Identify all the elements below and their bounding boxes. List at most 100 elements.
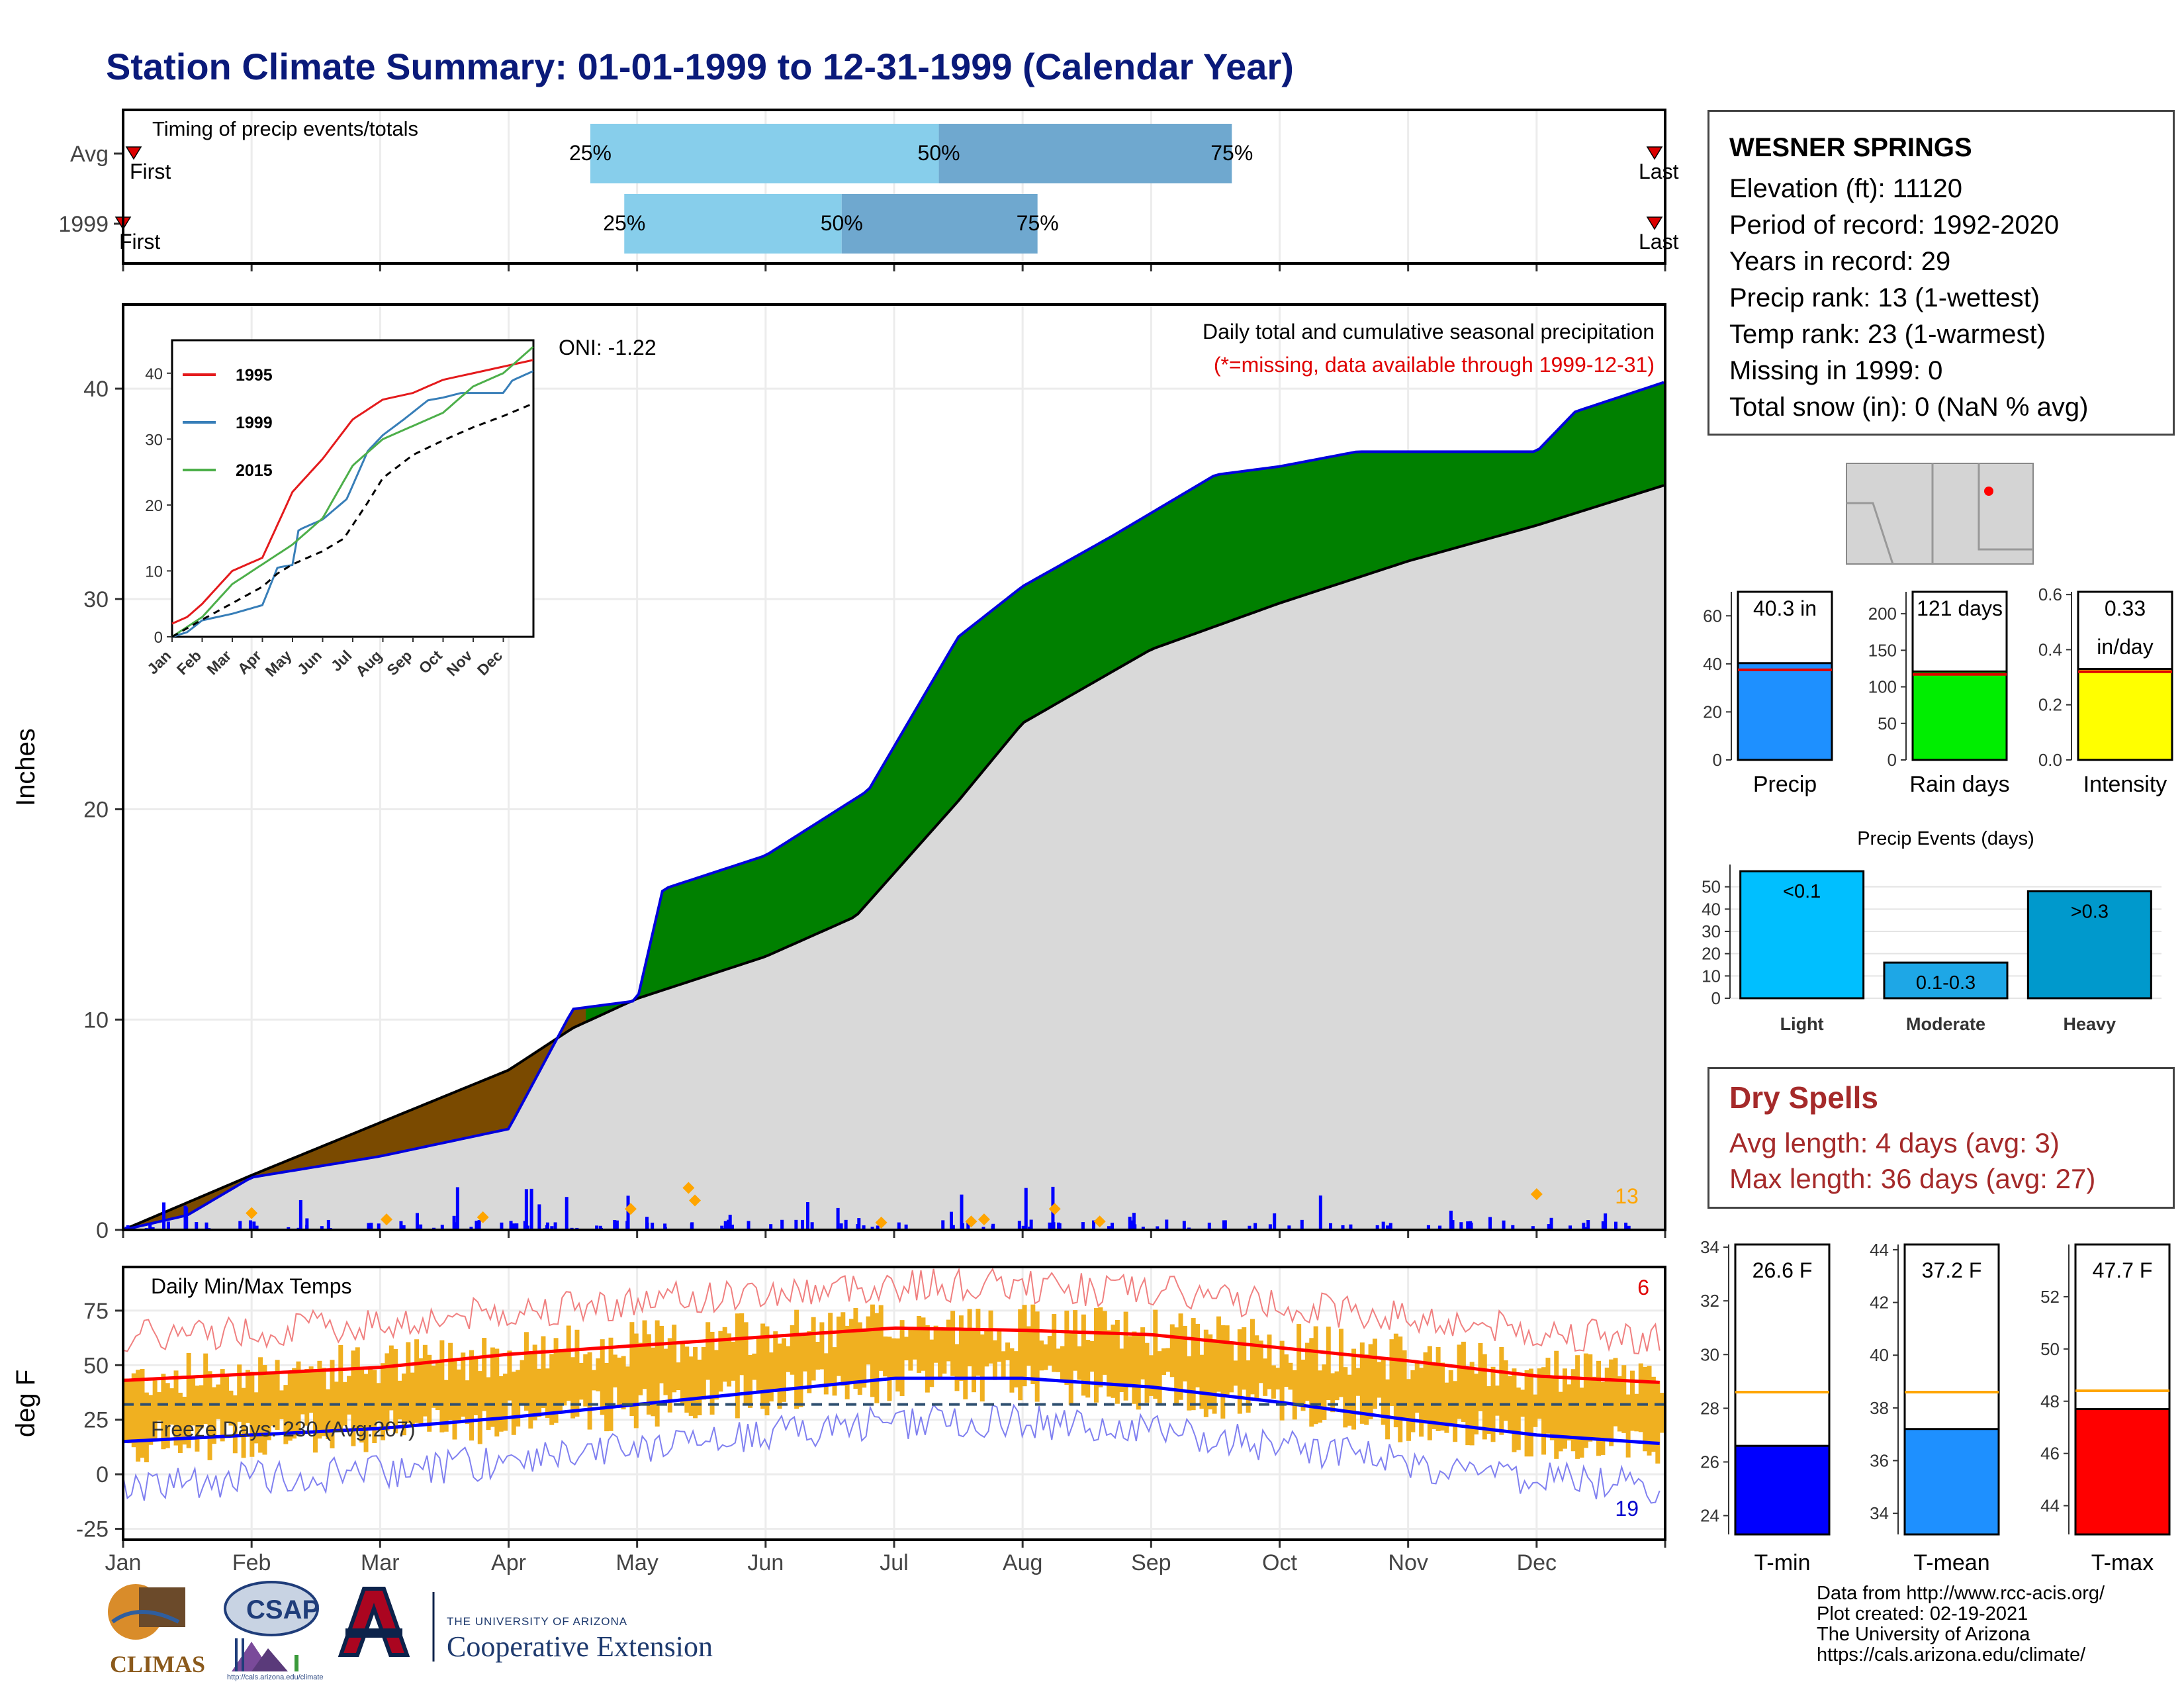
daily-temp-bar: [1494, 1385, 1500, 1416]
daily-temp-bar: [191, 1378, 196, 1426]
daily-temp-bar: [608, 1337, 614, 1431]
daily-temp-bar: [385, 1353, 390, 1431]
daily-precip-bar: [166, 1221, 170, 1230]
daily-temp-bar: [697, 1360, 702, 1416]
month-tick-label: Oct: [1262, 1550, 1297, 1575]
daily-temp-bar: [862, 1328, 867, 1388]
station-precip-rank: Precip rank: 13 (1-wettest): [1729, 283, 2040, 312]
daily-temp-bar: [1617, 1376, 1622, 1432]
daily-temp-bar: [245, 1370, 250, 1423]
daily-temp-bar: [355, 1347, 360, 1429]
daily-precip-bar: [1268, 1224, 1272, 1230]
daily-temp-bar: [520, 1360, 525, 1405]
daily-temp-bar: [376, 1383, 381, 1421]
daily-temp-bar: [507, 1350, 512, 1401]
daily-precip-bar: [651, 1223, 655, 1230]
daily-precip-bar: [1111, 1223, 1115, 1230]
credits-data-source: Data from http://www.rcc-acis.org/: [1817, 1583, 2105, 1604]
daily-precip-bar: [183, 1205, 187, 1230]
month-tick-label: Feb: [232, 1550, 271, 1575]
daily-temp-bar: [1609, 1359, 1614, 1446]
daily-precip-bar: [720, 1225, 724, 1230]
daily-temp-bar: [1174, 1327, 1179, 1404]
daily-precip-bar: [941, 1220, 945, 1230]
daily-temp-bar: [1435, 1346, 1441, 1431]
daily-precip-bar: [690, 1222, 694, 1230]
daily-precip-bar: [419, 1224, 423, 1230]
daily-temp-bar: [1064, 1310, 1069, 1385]
daily-temp-bar: [570, 1357, 576, 1419]
daily-precip-bar: [369, 1223, 373, 1230]
daily-temp-bar: [182, 1397, 187, 1445]
daily-temp-bar: [1013, 1351, 1019, 1387]
daily-temp-bar: [917, 1315, 922, 1373]
temp-mini-tick-label: 50: [2040, 1339, 2060, 1359]
main-note-missing: (*=missing, data available through 1999-…: [1214, 353, 1655, 377]
daily-precip-bar: [951, 1225, 955, 1230]
month-tick-label: Dec: [1517, 1550, 1557, 1575]
temp-y-tick-label: 0: [96, 1462, 109, 1487]
daily-precip-bar: [529, 1188, 533, 1230]
heavy-event-marker: [246, 1207, 258, 1219]
daily-temp-bar: [1364, 1354, 1369, 1425]
daily-temp-bar: [541, 1336, 546, 1409]
daily-precip-bar: [415, 1213, 419, 1230]
daily-temp-bar: [1647, 1366, 1652, 1456]
daily-precip-bar: [399, 1221, 403, 1230]
cumulative-precip-chart: 0 10 20 30 40 13 Daily total and cumulative se…: [11, 303, 1666, 1243]
daily-temp-bar: [511, 1372, 516, 1435]
timing-bar-q3: [841, 194, 1038, 254]
daily-temp-bar: [1638, 1363, 1643, 1432]
daily-precip-bar: [1017, 1221, 1021, 1230]
daily-temp-bar: [1322, 1364, 1327, 1420]
events-category-label: Heavy: [2064, 1014, 2116, 1034]
daily-temp-bar: [1423, 1352, 1428, 1424]
daily-temp-bar: [1030, 1304, 1036, 1385]
daily-precip-bar: [1488, 1217, 1492, 1230]
events-tick-label: 40: [1702, 899, 1721, 919]
daily-temp-bar: [1541, 1367, 1547, 1455]
daily-temp-bar: [722, 1327, 727, 1382]
daily-temp-bar: [1659, 1393, 1664, 1433]
daily-temp-bar: [562, 1351, 567, 1406]
daily-temp-bar: [823, 1353, 829, 1395]
mini-bar-name: Rain days: [1909, 772, 2009, 797]
daily-temp-bar: [1039, 1340, 1044, 1371]
daily-precip-bar: [1381, 1221, 1385, 1230]
daily-temp-bar: [600, 1339, 605, 1415]
daily-precip-bar: [1349, 1224, 1353, 1230]
daily-temp-bar: [895, 1338, 901, 1392]
daily-temp-bar: [1161, 1348, 1167, 1375]
daily-temp-bar: [1060, 1346, 1065, 1380]
daily-temp-bar: [1009, 1348, 1015, 1393]
station-missing: Missing in 1999: 0: [1729, 356, 1943, 385]
daily-temp-bar: [1187, 1356, 1192, 1411]
daily-temp-bar: [1001, 1351, 1006, 1378]
daily-temp-bar: [127, 1380, 132, 1444]
month-tick-label: Mar: [361, 1550, 400, 1575]
mini-value-label: 0.33: [2105, 596, 2146, 620]
timing-title: Timing of precip events/totals: [152, 117, 418, 140]
daily-precip-bar: [553, 1222, 557, 1230]
daily-temp-bar: [727, 1333, 732, 1387]
daily-temp-bar: [1284, 1354, 1289, 1387]
heavy-event-marker: [965, 1215, 978, 1228]
daily-temp-bar: [1448, 1370, 1453, 1426]
daily-temp-bar: [1440, 1362, 1445, 1431]
daily-temp-bar: [1406, 1379, 1411, 1441]
daily-temp-bar: [1583, 1353, 1588, 1448]
daily-temp-bar: [1128, 1336, 1133, 1386]
mini-tick-label: 150: [1868, 640, 1897, 660]
daily-precip-bar: [1375, 1225, 1379, 1230]
daily-temp-bar: [1191, 1318, 1196, 1411]
daily-temp-bar: [853, 1308, 858, 1389]
timing-bar-q2: [590, 124, 939, 183]
daily-temp-bar: [1419, 1368, 1424, 1437]
temp-y-axis-label: deg F: [11, 1370, 40, 1437]
main-y-tick-label: 0: [96, 1218, 109, 1243]
daily-temp-bar: [1246, 1360, 1251, 1413]
daily-temp-bar: [1233, 1360, 1238, 1386]
mini-tick-label: 100: [1868, 677, 1897, 697]
mini-value-label: 121 days: [1917, 596, 2003, 620]
daily-temp-bar: [207, 1371, 212, 1460]
